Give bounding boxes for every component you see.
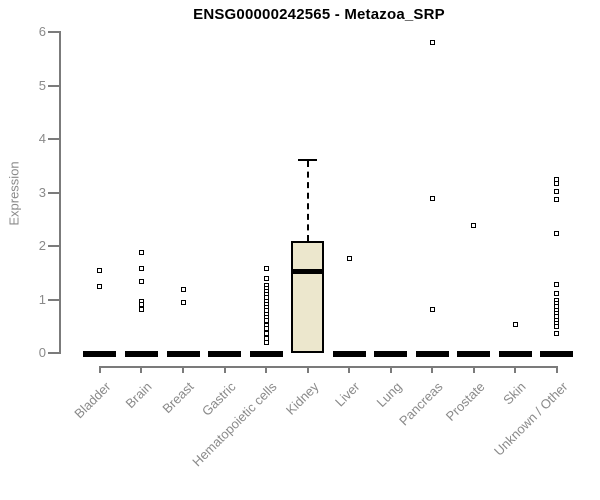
outlier-point (263, 275, 269, 281)
x-axis-tick (514, 366, 517, 373)
x-axis-tick (389, 366, 392, 373)
zero-median-bar (457, 350, 491, 357)
x-axis-tick-label: Lung (373, 379, 405, 411)
x-axis-tick (182, 366, 184, 373)
zero-median-bar (374, 350, 408, 357)
outlier-point (97, 268, 103, 274)
y-axis-tick (47, 298, 59, 301)
outlier-point (180, 300, 186, 306)
x-axis-tick (431, 366, 434, 373)
x-axis-tick (98, 366, 101, 373)
outlier-point (429, 39, 435, 45)
chart-title: ENSG00000242565 - Metazoa_SRP (193, 6, 445, 23)
x-axis-tick-label: Pancreas (396, 379, 446, 429)
outlier-point (471, 223, 477, 229)
outlier-point (554, 290, 560, 296)
x-axis-line (98, 366, 558, 368)
y-axis-tick-label: 5 (38, 77, 46, 93)
outlier-point (554, 188, 560, 194)
x-axis-tick-label: Liver (332, 379, 363, 410)
x-axis-tick (348, 366, 351, 373)
y-axis-tick-label: 1 (38, 291, 46, 307)
outlier-point (429, 195, 435, 201)
outlier-point (138, 279, 144, 285)
x-axis-tick (265, 366, 268, 373)
x-axis-tick (555, 366, 558, 373)
outlier-point (263, 265, 269, 271)
outlier-point (554, 197, 560, 203)
outlier-point (263, 330, 269, 336)
zero-median-bar (540, 350, 574, 357)
y-axis-tick (47, 352, 59, 354)
y-axis-tick (47, 31, 59, 34)
zero-median-bar (166, 350, 200, 357)
whisker-line (306, 160, 309, 241)
box-iqr (291, 240, 325, 353)
zero-median-bar (83, 350, 117, 357)
x-axis-tick (306, 366, 309, 373)
outlier-point (554, 231, 560, 237)
y-axis-tick (47, 245, 59, 248)
zero-median-bar (498, 350, 532, 357)
y-axis-tick-label: 4 (38, 131, 46, 147)
outlier-point (554, 330, 560, 336)
outlier-point (138, 265, 144, 271)
outlier-point (429, 307, 435, 313)
x-axis-tick (223, 366, 226, 373)
outlier-point (263, 335, 269, 341)
y-axis-tick-label: 2 (38, 238, 46, 254)
zero-median-bar (249, 350, 283, 357)
outlier-point (263, 340, 269, 346)
zero-median-bar (415, 350, 449, 357)
zero-median-bar (124, 350, 158, 357)
outlier-point (138, 249, 144, 255)
x-axis-tick-label: Bladder (71, 379, 114, 422)
y-axis-tick (47, 84, 59, 87)
outlier-point (554, 180, 560, 186)
outlier-point (346, 256, 352, 262)
outlier-point (97, 284, 103, 290)
x-axis-tick (140, 366, 143, 373)
x-axis-tick-label: Breast (159, 379, 197, 417)
x-axis-tick-label: Kidney (282, 379, 322, 418)
x-axis-tick-label: Brain (122, 379, 156, 412)
outlier-point (180, 287, 186, 293)
x-axis-tick (472, 366, 475, 373)
y-axis-tick-label: 6 (38, 24, 46, 40)
y-axis-tick (47, 191, 59, 194)
x-axis-tick-label: Skin (500, 379, 529, 408)
outlier-point (554, 281, 560, 287)
x-axis-tick-label: Unknown / Other (490, 379, 571, 459)
zero-median-bar (332, 350, 366, 357)
outlier-point (138, 306, 144, 312)
y-axis-tick (47, 138, 59, 141)
y-axis-line (58, 31, 61, 354)
zero-median-bar (208, 350, 242, 357)
outlier-point (554, 324, 560, 330)
x-axis-tick-label: Prostate (442, 379, 488, 424)
y-axis-tick-label: 3 (38, 184, 46, 200)
x-axis-tick-label: Gastric (198, 379, 239, 419)
median-line (293, 269, 323, 275)
outlier-point (512, 321, 518, 327)
whisker-cap (298, 158, 318, 162)
y-axis-tick-label: 0 (38, 345, 46, 360)
